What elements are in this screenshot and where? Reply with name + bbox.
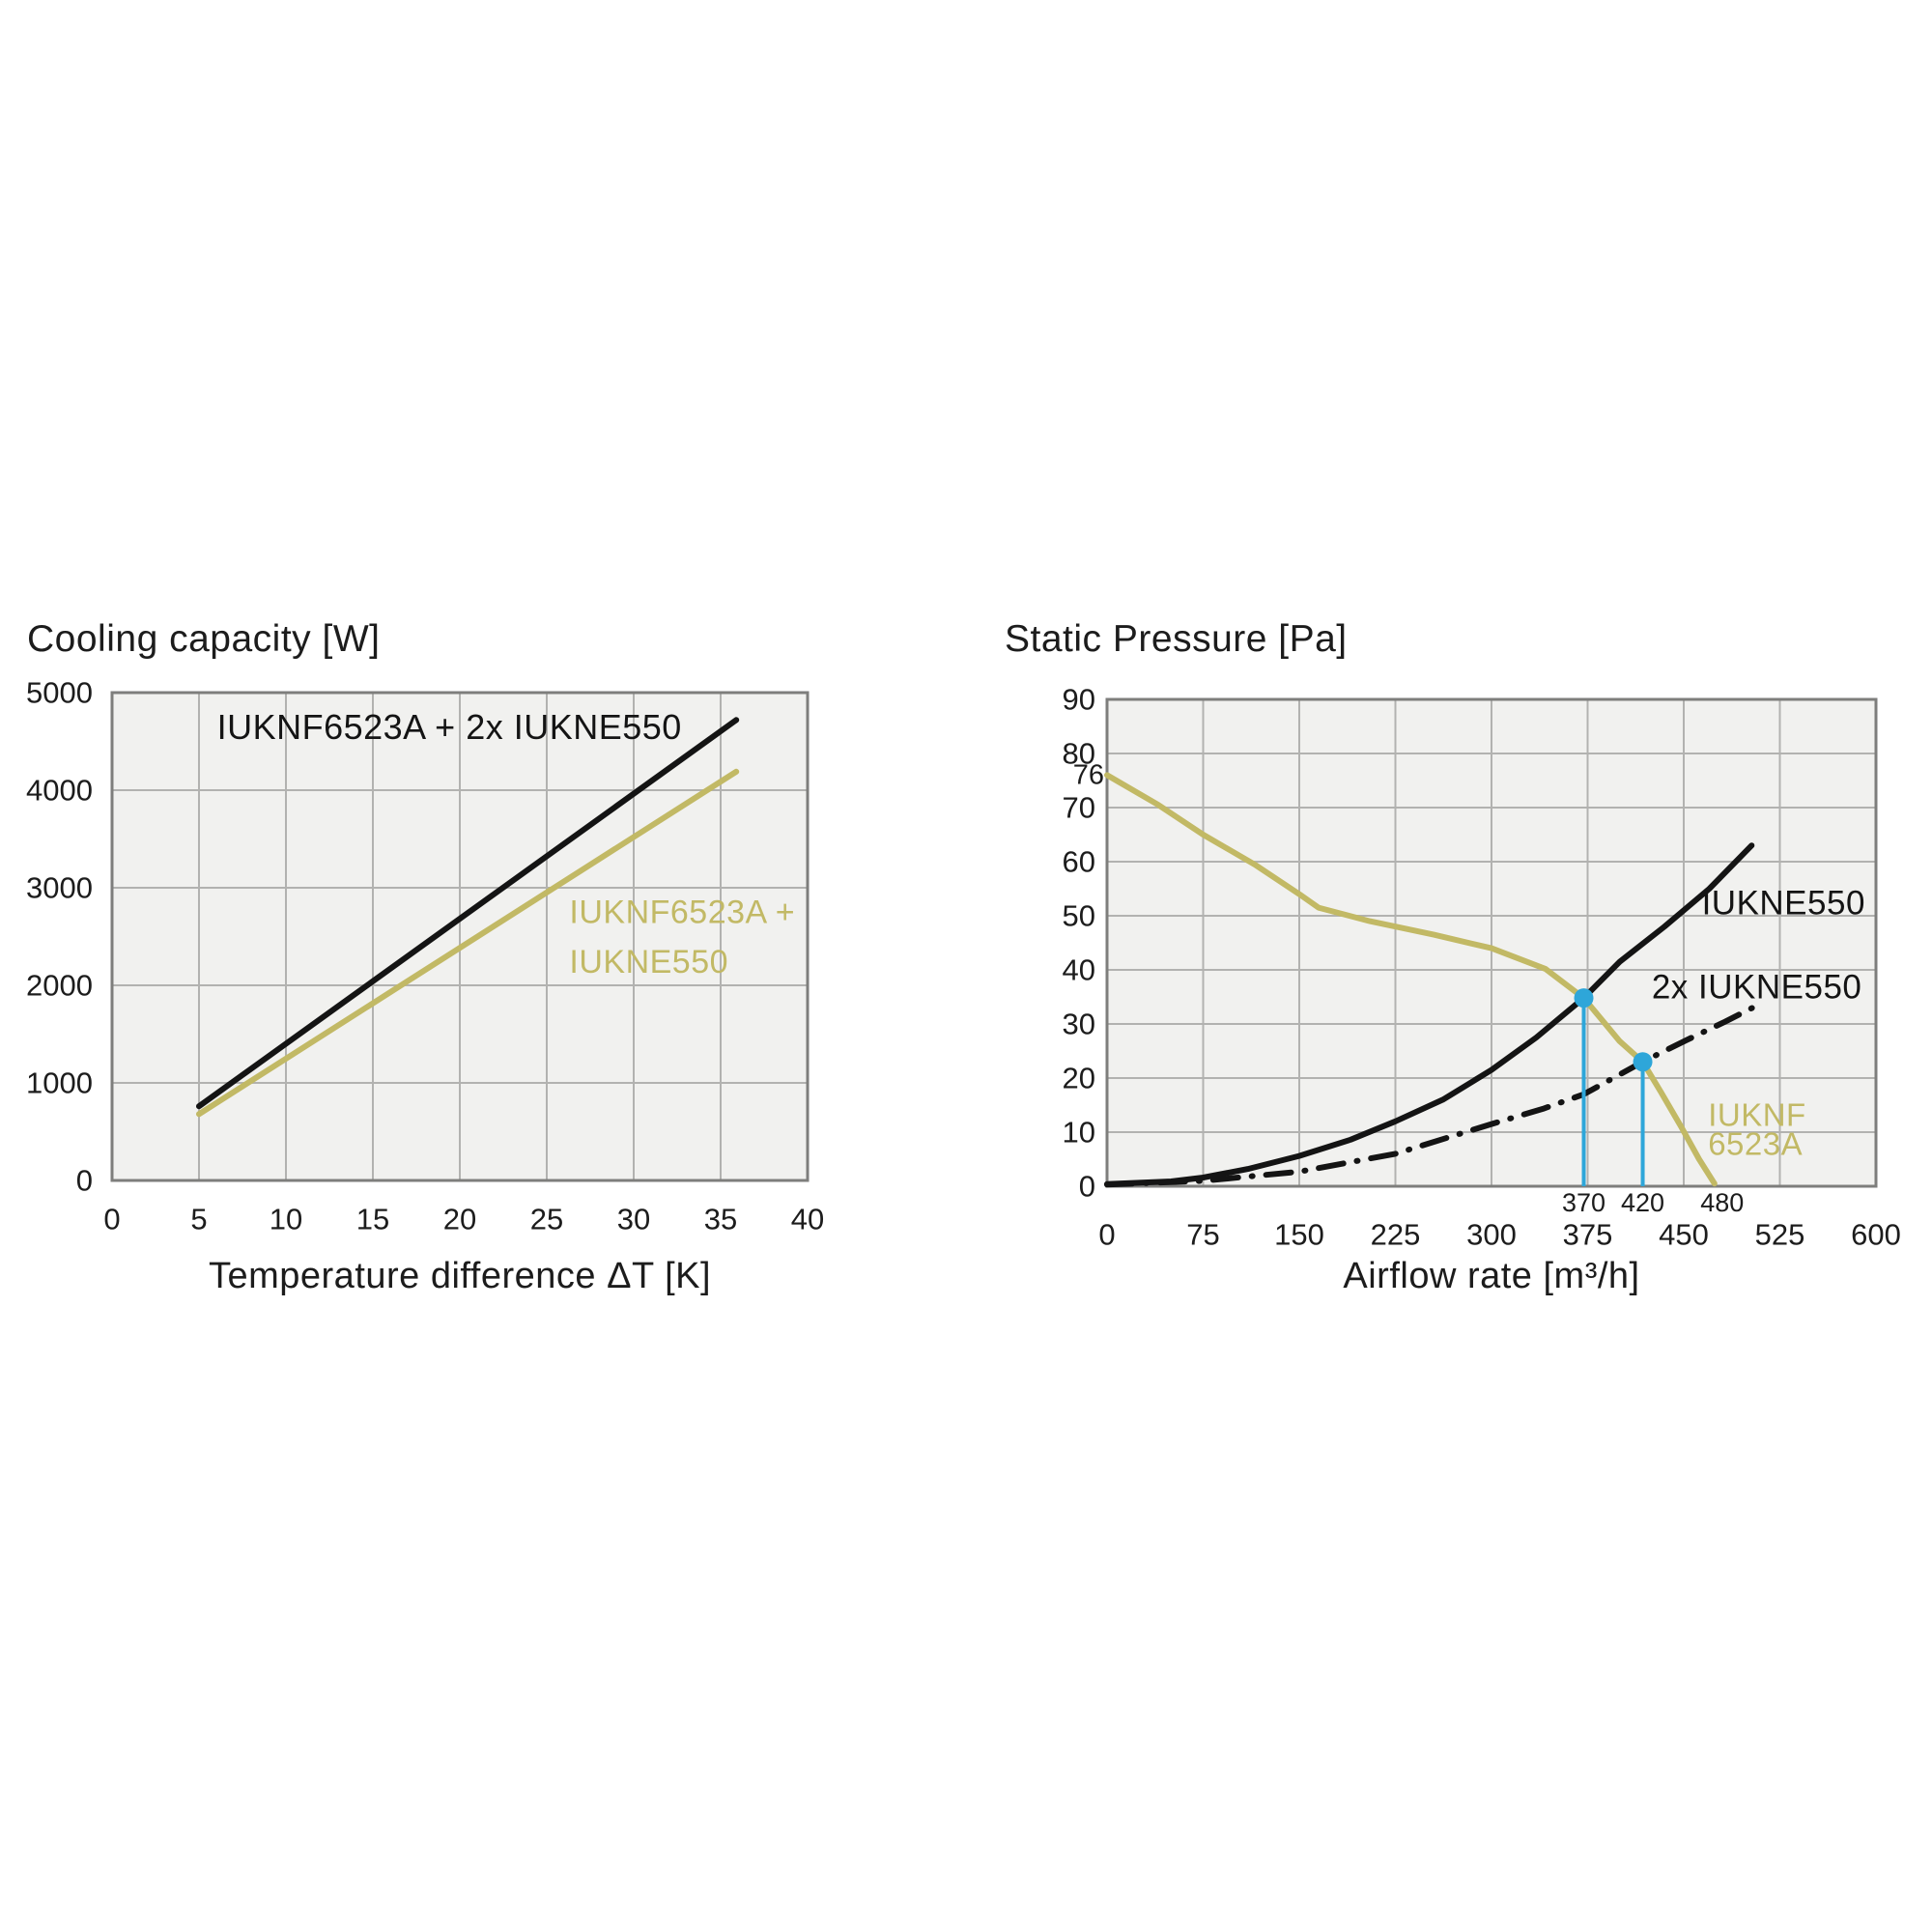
x-tick-label: 75 xyxy=(1186,1218,1219,1252)
plot-border xyxy=(1105,697,1878,1188)
series-iuknf6523a-iukne550 xyxy=(196,768,740,1118)
series-label: 2x IUKNE550 xyxy=(1652,968,1862,1006)
x-tick-label: 0 xyxy=(1098,1218,1115,1252)
x-tick-label: 5 xyxy=(190,1203,207,1236)
series-label: IUKNE550 xyxy=(569,944,728,980)
right-chart-x-axis-label: Airflow rate [m³/h] xyxy=(1343,1256,1640,1296)
x-tick-label: 225 xyxy=(1371,1218,1421,1252)
x-tick-label: 25 xyxy=(530,1203,563,1236)
x-tick-label: 35 xyxy=(704,1203,737,1236)
x-tick-label: 300 xyxy=(1466,1218,1517,1252)
dropline-value-label: 420 xyxy=(1621,1188,1664,1217)
series-2x-iukne550 xyxy=(1104,999,1767,1188)
y-tick-label: 50 xyxy=(1063,899,1095,933)
series-label: IUKNF6523A + 2x IUKNE550 xyxy=(217,707,682,747)
x-tick-label: 375 xyxy=(1563,1218,1613,1252)
series-iuknf6523a xyxy=(1104,772,1718,1187)
y-tick-label: 0 xyxy=(76,1164,93,1198)
series-label: 6523A xyxy=(1708,1125,1803,1161)
y-tick-label: 70 xyxy=(1063,791,1095,825)
y-tick-label: 0 xyxy=(1079,1170,1095,1204)
extra-y-tick-label: 76 xyxy=(1073,759,1104,790)
intersection-marker xyxy=(1633,1052,1653,1072)
y-tick-label: 40 xyxy=(1063,953,1095,987)
y-tick-label: 60 xyxy=(1063,845,1095,879)
intersection-marker xyxy=(1574,988,1594,1009)
cooling-capacity-chart: IUKNF6523A + 2x IUKNE550 IUKNF6523A + IUKN… xyxy=(26,676,824,1236)
y-tick-label: 4000 xyxy=(26,774,93,808)
x-tick-label: 40 xyxy=(791,1203,824,1236)
y-tick-label: 3000 xyxy=(26,871,93,905)
y-tick-label: 90 xyxy=(1063,683,1095,717)
x-tick-label: 150 xyxy=(1274,1218,1324,1252)
x-tick-label: 10 xyxy=(270,1203,302,1236)
right-chart-title: Static Pressure [Pa] xyxy=(1005,618,1348,660)
y-tick-label: 10 xyxy=(1063,1116,1095,1150)
y-tick-label: 20 xyxy=(1063,1062,1095,1095)
x-tick-label: 525 xyxy=(1755,1218,1805,1252)
series-iukne550 xyxy=(1104,842,1755,1187)
dropline-value-label: 370 xyxy=(1562,1188,1605,1217)
series-label: IUKNF xyxy=(1708,1097,1806,1133)
plot-border xyxy=(110,691,810,1182)
x-tick-label: 600 xyxy=(1851,1218,1901,1252)
y-tick-label: 80 xyxy=(1063,737,1095,771)
y-tick-label: 5000 xyxy=(26,676,93,710)
y-tick-label: 2000 xyxy=(26,969,93,1003)
series-label: IUKNE550 xyxy=(1702,885,1865,923)
y-tick-label: 1000 xyxy=(26,1066,93,1100)
annotation-label: 480 xyxy=(1700,1188,1744,1217)
x-tick-label: 30 xyxy=(617,1203,650,1236)
series-iuknf6523a-2x-iukne550 xyxy=(196,717,740,1110)
y-tick-label: 30 xyxy=(1063,1008,1095,1041)
static-pressure-chart: 370 420 480 IUKNE550 2x IUKNE550 IUKNF6523A 0 7… xyxy=(1063,683,1901,1252)
x-tick-label: 0 xyxy=(103,1203,120,1236)
left-chart-title: Cooling capacity [W] xyxy=(27,618,381,660)
left-chart-x-axis-label: Temperature difference ΔT [K] xyxy=(208,1256,712,1296)
x-tick-label: 20 xyxy=(443,1203,476,1236)
x-tick-label: 450 xyxy=(1659,1218,1709,1252)
series-label: IUKNF6523A + xyxy=(569,894,795,930)
x-tick-label: 15 xyxy=(356,1203,389,1236)
